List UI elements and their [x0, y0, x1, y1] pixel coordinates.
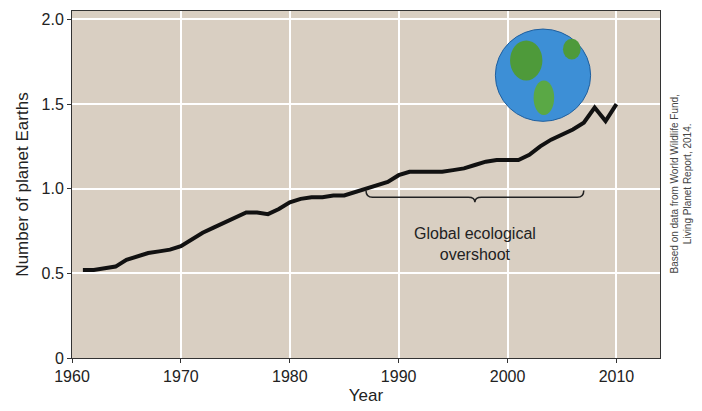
svg-text:1970: 1970: [163, 368, 199, 385]
svg-text:1980: 1980: [272, 368, 308, 385]
svg-text:0: 0: [55, 350, 64, 367]
svg-text:2010: 2010: [599, 368, 635, 385]
svg-text:2000: 2000: [490, 368, 526, 385]
svg-text:Based on data from World Wildl: Based on data from World Wildlife Fund,L…: [669, 94, 693, 273]
svg-text:Number of planet Earths: Number of planet Earths: [13, 92, 32, 276]
svg-text:0.5: 0.5: [42, 265, 64, 282]
svg-text:Global ecologicalovershoot: Global ecologicalovershoot: [414, 225, 536, 263]
svg-text:2.0: 2.0: [42, 11, 64, 28]
svg-text:1.5: 1.5: [42, 96, 64, 113]
svg-text:1990: 1990: [381, 368, 417, 385]
svg-text:1960: 1960: [54, 368, 90, 385]
svg-text:1.0: 1.0: [42, 180, 64, 197]
svg-text:Year: Year: [349, 386, 384, 405]
